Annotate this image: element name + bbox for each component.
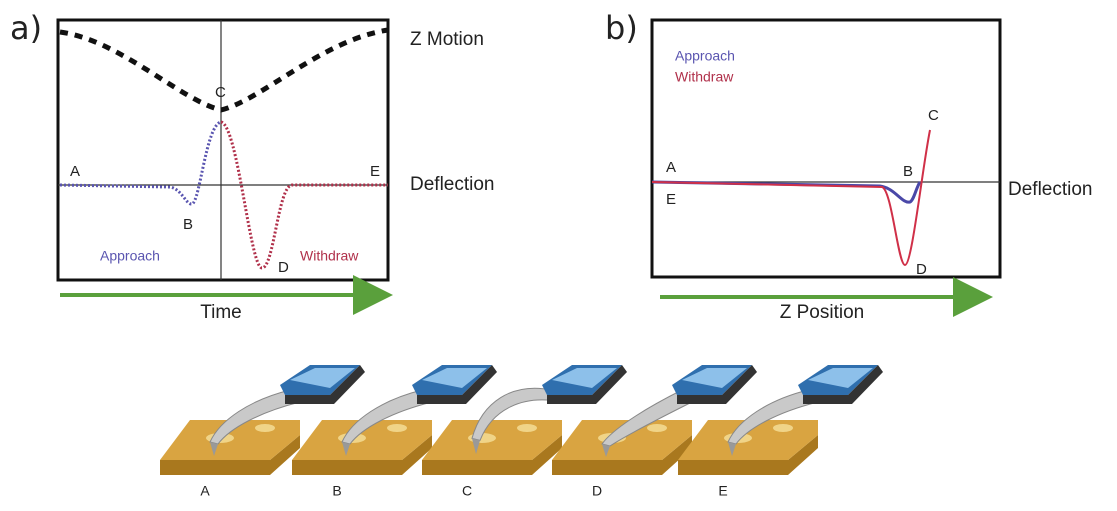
chip-base bbox=[417, 365, 497, 404]
chip-top bbox=[808, 368, 873, 388]
point-label: E bbox=[666, 191, 676, 208]
sample-spot bbox=[517, 424, 537, 432]
sample-side bbox=[160, 435, 300, 475]
tip bbox=[210, 442, 218, 456]
point-label: E bbox=[370, 163, 380, 180]
legend-label: Withdraw bbox=[675, 69, 734, 85]
tip bbox=[728, 442, 736, 456]
withdraw-curve bbox=[220, 120, 388, 270]
point-label: D bbox=[916, 261, 927, 278]
illustration-label: D bbox=[592, 483, 602, 499]
sample-spot bbox=[773, 424, 793, 432]
legend-label: Approach bbox=[100, 248, 160, 264]
tip bbox=[342, 442, 350, 456]
tip bbox=[472, 438, 480, 455]
sample-side bbox=[678, 435, 818, 475]
sample-side bbox=[292, 435, 432, 475]
sample-spot bbox=[387, 424, 407, 432]
approach-curve bbox=[651, 180, 922, 204]
illustration-label: C bbox=[462, 483, 472, 499]
approach-curve bbox=[59, 120, 222, 206]
cantilever-illustration bbox=[552, 365, 757, 475]
point-label: D bbox=[278, 259, 289, 276]
chip-base bbox=[677, 365, 757, 404]
sample-side bbox=[422, 435, 562, 475]
withdraw-curve bbox=[651, 129, 931, 267]
illustration-label: E bbox=[718, 483, 727, 499]
axis-title: Z Position bbox=[780, 302, 864, 323]
sample-spot bbox=[647, 424, 667, 432]
point-label: B bbox=[903, 163, 913, 180]
cantilever-illustration bbox=[422, 365, 627, 475]
point-label: A bbox=[70, 163, 80, 180]
axis-title: Time bbox=[200, 302, 242, 323]
chip-top bbox=[682, 368, 747, 388]
curve-label: Deflection bbox=[410, 174, 495, 195]
sample-side bbox=[552, 435, 692, 475]
cantilever-illustration bbox=[292, 365, 497, 475]
illustration-label: A bbox=[200, 483, 210, 499]
sample-spot bbox=[255, 424, 275, 432]
tip bbox=[602, 444, 610, 457]
cantilever-illustration bbox=[678, 365, 883, 475]
chip-top bbox=[552, 368, 617, 388]
curve-label: Z Motion bbox=[410, 29, 484, 50]
chip-base bbox=[803, 365, 883, 404]
curve-label: Deflection bbox=[1008, 179, 1093, 200]
chip-base bbox=[285, 365, 365, 404]
chip-base bbox=[547, 365, 627, 404]
legend-label: Withdraw bbox=[300, 248, 359, 264]
plot-frame bbox=[650, 18, 1002, 279]
cantilever-illustration bbox=[160, 365, 365, 475]
chip-top bbox=[290, 368, 355, 388]
legend-label: Approach bbox=[675, 48, 735, 64]
point-label: C bbox=[215, 84, 226, 101]
chip-top bbox=[422, 368, 487, 388]
panel-label: a) bbox=[10, 9, 42, 47]
point-label: C bbox=[928, 107, 939, 124]
illustration-label: B bbox=[332, 483, 341, 499]
plot-frame bbox=[56, 18, 390, 282]
point-label: A bbox=[666, 159, 676, 176]
z-motion-curve bbox=[59, 27, 389, 113]
panel-label: b) bbox=[605, 9, 638, 47]
point-label: B bbox=[183, 216, 193, 233]
